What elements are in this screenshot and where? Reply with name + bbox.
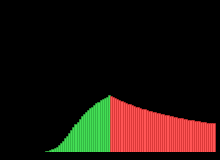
Bar	[158, 113, 160, 152]
Bar	[81, 116, 83, 152]
Bar	[110, 96, 112, 152]
Bar	[154, 112, 156, 152]
Bar	[97, 102, 99, 152]
Bar	[70, 130, 72, 152]
Bar	[49, 150, 51, 152]
Bar	[127, 104, 129, 152]
Bar	[66, 136, 68, 152]
Bar	[58, 145, 60, 152]
Bar	[106, 97, 108, 152]
Bar	[167, 115, 169, 152]
Bar	[108, 95, 110, 152]
Bar	[187, 120, 189, 152]
Bar	[206, 123, 208, 152]
Bar	[141, 109, 143, 152]
Bar	[79, 119, 81, 152]
Bar	[173, 117, 175, 152]
Bar	[198, 121, 200, 152]
Bar	[171, 116, 173, 152]
Bar	[189, 120, 192, 152]
Bar	[104, 98, 106, 152]
Bar	[129, 104, 131, 152]
Bar	[83, 114, 85, 152]
Bar	[51, 149, 53, 152]
Bar	[47, 151, 49, 152]
Bar	[131, 105, 133, 152]
Bar	[125, 103, 127, 152]
Bar	[164, 115, 167, 152]
Bar	[175, 117, 177, 152]
Bar	[152, 112, 154, 152]
Bar	[53, 148, 56, 152]
Bar	[102, 99, 104, 152]
Bar	[118, 100, 121, 152]
Bar	[208, 123, 210, 152]
Bar	[200, 122, 202, 152]
Bar	[123, 102, 125, 152]
Bar	[196, 121, 198, 152]
Bar	[133, 106, 135, 152]
Bar	[45, 151, 47, 152]
Bar	[150, 111, 152, 152]
Bar	[62, 141, 64, 152]
Bar	[77, 122, 79, 152]
Bar	[89, 108, 91, 152]
Bar	[116, 99, 118, 152]
Bar	[169, 116, 171, 152]
Bar	[95, 103, 97, 152]
Bar	[213, 123, 214, 152]
Bar	[137, 107, 139, 152]
Bar	[74, 124, 77, 152]
Bar	[93, 105, 95, 152]
Bar	[139, 108, 141, 152]
Bar	[68, 133, 70, 152]
Bar	[85, 112, 87, 152]
Bar	[183, 119, 185, 152]
Bar	[56, 147, 58, 152]
Bar	[210, 123, 213, 152]
Bar	[185, 119, 187, 152]
Bar	[148, 111, 150, 152]
Bar	[143, 109, 146, 152]
Bar	[202, 122, 204, 152]
Bar	[204, 122, 206, 152]
Bar	[99, 100, 102, 152]
Bar	[114, 98, 116, 152]
Bar	[181, 118, 183, 152]
Bar	[91, 107, 93, 152]
Bar	[64, 138, 66, 152]
Bar	[121, 101, 123, 152]
Bar	[194, 121, 196, 152]
Bar	[60, 143, 62, 152]
Bar	[72, 127, 74, 152]
Bar	[192, 120, 194, 152]
Bar	[177, 118, 179, 152]
Bar	[156, 113, 158, 152]
Bar	[112, 97, 114, 152]
Bar	[160, 114, 162, 152]
Bar	[162, 114, 164, 152]
Bar	[179, 118, 181, 152]
Bar	[135, 107, 137, 152]
Bar	[146, 110, 148, 152]
Bar	[87, 110, 89, 152]
